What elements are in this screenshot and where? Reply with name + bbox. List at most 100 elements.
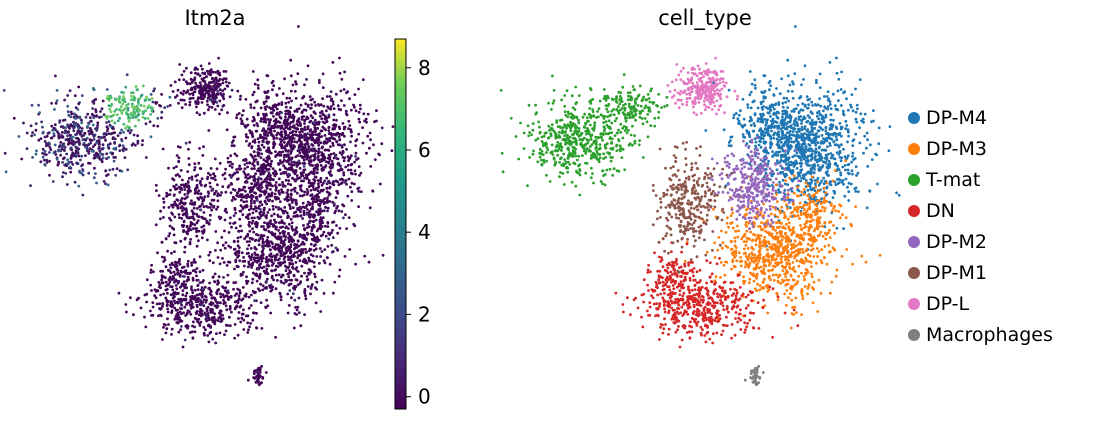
point-expression xyxy=(297,159,301,163)
point-expression xyxy=(238,291,242,295)
point-expression xyxy=(343,125,347,129)
point-expression xyxy=(301,147,305,151)
point-expression xyxy=(111,151,115,155)
point-expression xyxy=(102,136,105,139)
point-expression xyxy=(306,64,310,68)
point-expression xyxy=(35,149,38,153)
point-expression xyxy=(223,218,227,222)
point-expression xyxy=(302,95,306,98)
point-expression xyxy=(57,133,61,136)
point-expression xyxy=(309,292,312,296)
point-expression xyxy=(257,140,261,144)
point-expression xyxy=(321,86,325,89)
point-expression xyxy=(226,273,230,277)
point-expression xyxy=(279,279,283,283)
point-expression xyxy=(192,258,196,261)
point-expression xyxy=(134,85,138,88)
point-expression xyxy=(269,248,272,252)
point-dp-m4 xyxy=(810,157,814,161)
point-expression xyxy=(173,260,177,264)
point-expression xyxy=(252,370,256,373)
point-expression xyxy=(145,300,149,304)
point-dp-m4 xyxy=(858,126,861,129)
point-expression xyxy=(109,96,113,100)
point-expression xyxy=(314,218,318,222)
point-dp-m4 xyxy=(825,165,829,169)
point-expression xyxy=(290,236,293,240)
point-expression xyxy=(334,133,338,137)
point-dp-m4 xyxy=(746,106,750,109)
point-expression xyxy=(162,292,166,296)
point-expression xyxy=(250,182,254,186)
point-expression xyxy=(265,267,269,271)
point-expression xyxy=(76,108,80,111)
point-expression xyxy=(248,212,252,216)
point-expression xyxy=(195,183,199,187)
point-expression xyxy=(260,143,264,147)
point-expression xyxy=(69,146,73,150)
point-expression xyxy=(208,259,212,263)
point-expression xyxy=(270,255,273,259)
point-expression xyxy=(267,199,271,203)
point-expression xyxy=(226,185,230,189)
point-expression xyxy=(64,129,67,133)
point-expression xyxy=(200,295,204,299)
point-expression xyxy=(361,141,365,145)
point-expression xyxy=(209,185,212,189)
point-expression xyxy=(120,128,123,132)
point-dp-m4 xyxy=(800,83,803,87)
point-expression xyxy=(256,160,260,164)
point-expression xyxy=(247,186,251,190)
point-expression xyxy=(175,300,179,304)
point-expression xyxy=(353,93,357,96)
point-expression xyxy=(81,169,85,173)
point-dp-m4 xyxy=(847,181,851,185)
point-expression xyxy=(302,168,306,172)
point-expression xyxy=(320,225,324,228)
point-dp-m4 xyxy=(831,133,835,137)
point-expression xyxy=(93,143,97,147)
point-dp-m4 xyxy=(820,134,824,137)
point-expression xyxy=(164,237,168,241)
point-expression xyxy=(320,117,324,121)
point-expression xyxy=(313,157,317,161)
point-expression xyxy=(309,287,313,290)
point-expression xyxy=(56,163,60,167)
point-expression xyxy=(59,153,63,157)
point-dp-m4 xyxy=(788,206,792,210)
point-expression xyxy=(77,140,81,143)
point-expression xyxy=(179,285,182,289)
point-expression xyxy=(55,130,59,133)
point-expression xyxy=(325,200,328,204)
point-expression xyxy=(133,111,137,115)
point-expression xyxy=(75,161,79,165)
point-expression xyxy=(313,100,317,104)
point-expression xyxy=(120,90,124,94)
point-dp-m4 xyxy=(762,74,766,77)
point-expression xyxy=(282,158,286,162)
point-dp-m4 xyxy=(835,71,839,75)
point-expression xyxy=(291,262,294,265)
point-expression xyxy=(199,192,203,196)
point-expression xyxy=(233,267,236,271)
point-expression xyxy=(96,124,99,127)
point-expression xyxy=(198,324,202,327)
point-expression xyxy=(288,112,292,115)
point-expression xyxy=(218,161,222,165)
point-expression xyxy=(120,111,124,115)
point-expression xyxy=(261,129,264,133)
point-expression xyxy=(246,314,250,318)
point-expression xyxy=(329,107,333,111)
point-expression xyxy=(305,193,309,196)
point-expression xyxy=(373,158,377,162)
point-expression xyxy=(183,193,187,196)
point-expression xyxy=(249,293,253,297)
point-expression xyxy=(268,106,271,109)
point-expression xyxy=(100,107,104,111)
point-expression xyxy=(212,315,216,319)
point-expression xyxy=(215,167,219,171)
point-expression xyxy=(357,117,361,121)
point-dp-m4 xyxy=(790,140,793,144)
point-expression xyxy=(311,207,314,211)
point-expression xyxy=(226,297,230,300)
